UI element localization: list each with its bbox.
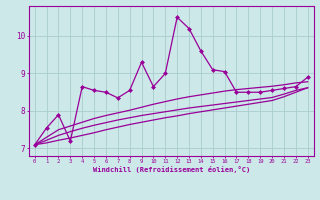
X-axis label: Windchill (Refroidissement éolien,°C): Windchill (Refroidissement éolien,°C) [92,166,250,173]
